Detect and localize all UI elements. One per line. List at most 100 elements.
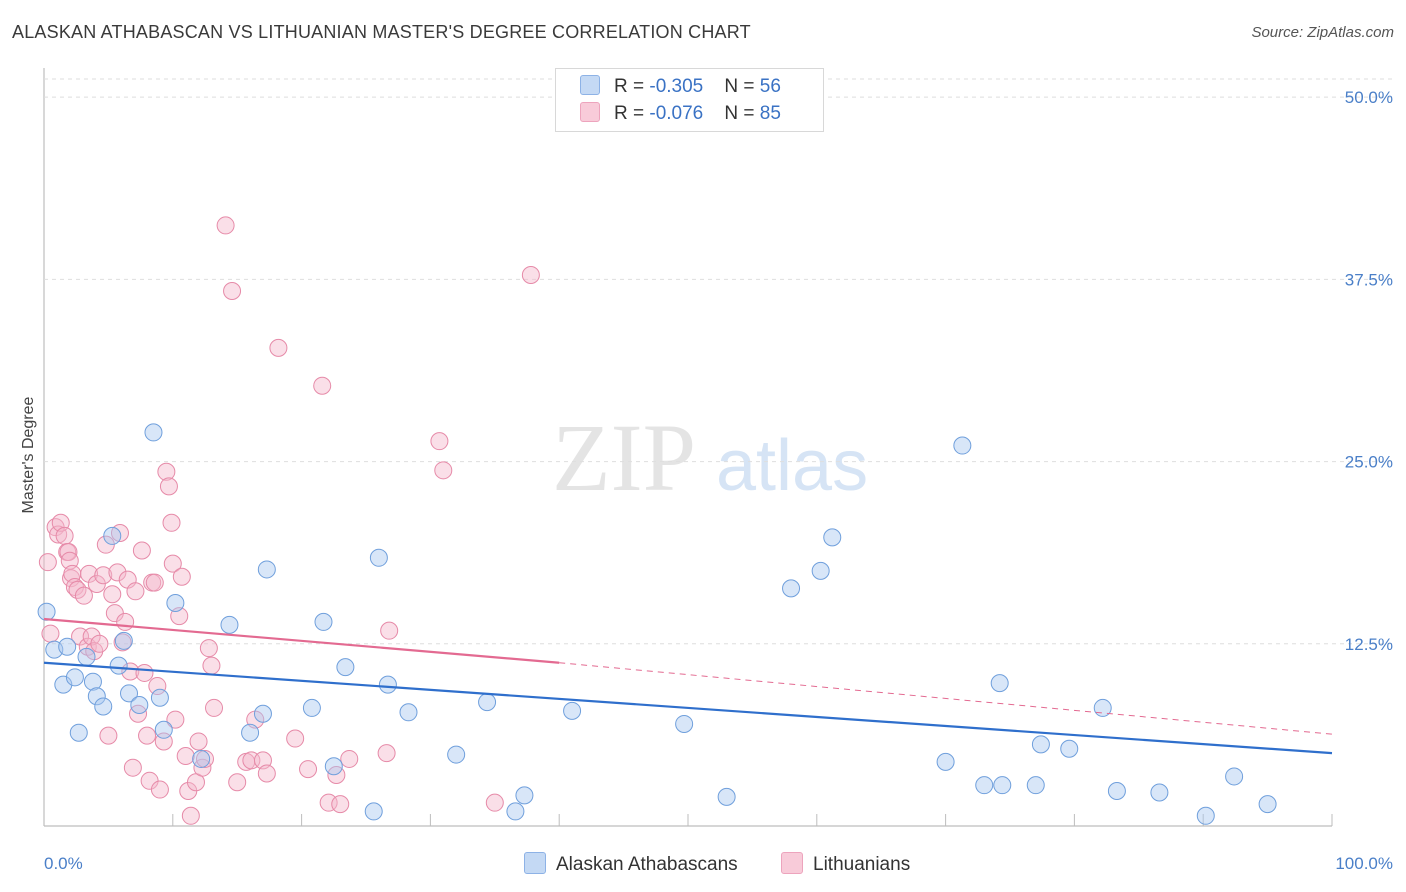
athabascan-point [87,687,106,706]
legend: R = -0.305 N = 56 R = -0.076 N = 85 [555,68,824,132]
athabascan-point [314,612,333,631]
lithuanian-point [123,758,142,777]
lithuanian-point [485,793,504,812]
athabascan-point [975,776,994,795]
lithuanian-point [82,627,101,646]
athabascan-point [447,745,466,764]
lithuanian-point [269,338,288,357]
athabascan-point [94,697,113,716]
x-tick-label-min: 0.0% [44,854,83,873]
lithuanian-point [377,744,396,763]
legend-row-athabascans: R = -0.305 N = 56 [580,75,781,99]
athabascan-point [109,656,128,675]
athabascan-point [166,593,185,612]
athabascan-point [1060,739,1079,758]
athabascan-point [253,704,272,723]
lithuanian-point [331,795,350,814]
lithuanian-point [162,513,181,532]
athabascan-point [563,701,582,720]
athabascan-point [1150,783,1169,802]
lithuanian-point [172,567,191,586]
source-label: Source: ZipAtlas.com [1251,24,1394,41]
bottom-legend-swatch-blue [524,852,546,874]
athabascan-point [1225,767,1244,786]
lithuanian-point [205,698,224,717]
athabascan-point [192,749,211,768]
trendlines [43,617,1333,755]
lithuanian-trendline [43,617,560,664]
y-tick-label: 50.0% [1345,88,1393,107]
y-tick-label: 37.5% [1345,270,1393,289]
athabascan-point [782,579,801,598]
lithuanian-point [132,541,151,560]
lithuanian-point [430,432,449,451]
lithuanians-points [38,216,540,825]
athabascan-point [336,658,355,677]
lithuanian-point [380,621,399,640]
athabascan-point [506,802,525,821]
legend-swatch-pink [580,102,600,122]
athabascan-point [77,647,96,666]
athabascan-point [257,560,276,579]
athabascan-point [65,668,84,687]
chart-title: ALASKAN ATHABASCAN VS LITHUANIAN MASTER'… [12,22,751,42]
athabascan-point [1026,776,1045,795]
legend-row-lithuanians: R = -0.076 N = 85 [580,102,781,126]
lithuanian-point [135,663,154,682]
athabascan-point [953,436,972,455]
athabascan-point [675,714,694,733]
legend-swatch-blue [580,75,600,95]
athabascan-point [369,548,388,567]
lithuanian-point [189,732,208,751]
athabascan-trendline [43,661,1333,755]
lithuanian-point [163,554,182,573]
watermark-atlas: atlas [716,426,868,506]
lithuanian-point [55,526,74,545]
lithuanian-point [150,780,169,799]
lithuanian-point [38,553,57,572]
lithuanian-point [41,624,60,643]
lithuanian-point [196,749,214,768]
lithuanian-point [340,749,359,768]
athabascan-point [150,688,169,707]
legend-r-label: R = [614,103,650,124]
lithuanian-point [166,710,185,729]
lithuanian-point [299,760,318,779]
x-ticks [43,814,1333,826]
athabascan-point [1107,782,1126,801]
lithuanian-point [223,282,242,301]
athabascan-point [993,776,1012,795]
lithuanian-point [257,764,276,783]
lithuanian-point [199,639,218,658]
lithuanian-point [319,793,338,812]
athabascan-point [37,602,56,621]
athabascan-point [823,528,842,547]
athabascan-point [364,802,383,821]
lithuanian-point [313,376,332,395]
gridlines [44,78,1392,645]
athabascans-points [37,423,1277,825]
lithuanian-point [90,634,109,653]
athabascan-point [478,693,497,712]
lithuanian-trendline-extension [559,662,1333,735]
lithuanian-point [94,566,113,585]
bottom-legend-label: Alaskan Athabascans [556,854,738,875]
lithuanian-point [113,633,132,652]
lithuanian-point [157,462,176,481]
lithuanian-point [103,585,122,604]
athabascan-point [154,720,173,739]
y-tick-label: 12.5% [1345,635,1393,654]
lithuanian-point [116,612,135,631]
lithuanian-point [126,582,145,601]
legend-n-value: 56 [759,76,781,97]
lithuanian-point [159,477,178,496]
watermark-zip: ZIP [552,404,696,511]
athabascan-point [144,423,163,442]
lithuanian-point [228,773,247,792]
lithuanian-point [216,216,235,235]
x-tick-label-max: 100.0% [1335,854,1393,873]
athabascan-point [936,752,955,771]
y-axis-label: Master's Degree [20,396,37,513]
athabascan-point [83,672,102,691]
